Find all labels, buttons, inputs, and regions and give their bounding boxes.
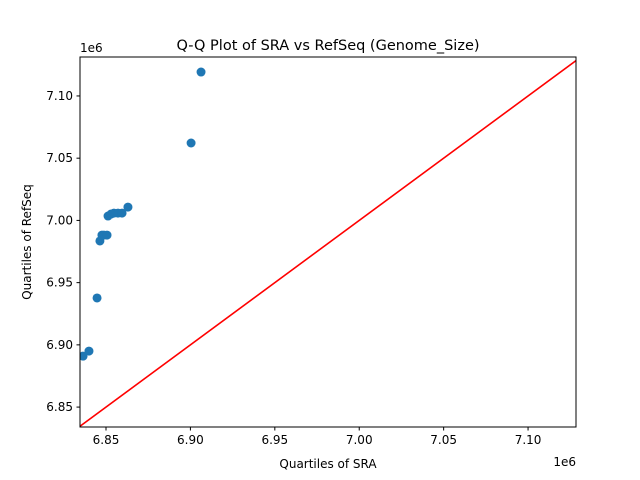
y-tick-label: 7.10	[46, 89, 73, 103]
x-axis-label: Quartiles of SRA	[279, 457, 377, 471]
x-tick-label: 6.85	[93, 433, 120, 447]
x-tick-label: 7.05	[430, 433, 457, 447]
data-point	[84, 346, 94, 356]
reference-line	[80, 59, 576, 427]
y-tick-label: 7.00	[46, 213, 73, 227]
data-point	[196, 67, 206, 77]
chart-title: Q-Q Plot of SRA vs RefSeq (Genome_Size)	[176, 38, 479, 54]
x-tick-label: 6.95	[261, 433, 288, 447]
data-point	[92, 293, 102, 303]
data-point	[102, 230, 112, 240]
x-tick-label: 7.00	[346, 433, 373, 447]
x-tick-label: 6.90	[177, 433, 204, 447]
axes-frame	[79, 56, 577, 428]
y-tick-label: 6.90	[46, 338, 73, 352]
x-tick-label: 7.10	[515, 433, 542, 447]
data-point	[186, 138, 196, 148]
y-offset-label: 1e6	[80, 41, 103, 55]
y-tick-label: 6.85	[46, 400, 73, 414]
y-tick-label: 6.95	[46, 276, 73, 290]
data-point	[117, 208, 127, 218]
data-point	[123, 202, 133, 212]
x-offset-label: 1e6	[553, 455, 576, 469]
y-axis-label: Quartiles of RefSeq	[20, 184, 34, 300]
y-tick-label: 7.05	[46, 151, 73, 165]
